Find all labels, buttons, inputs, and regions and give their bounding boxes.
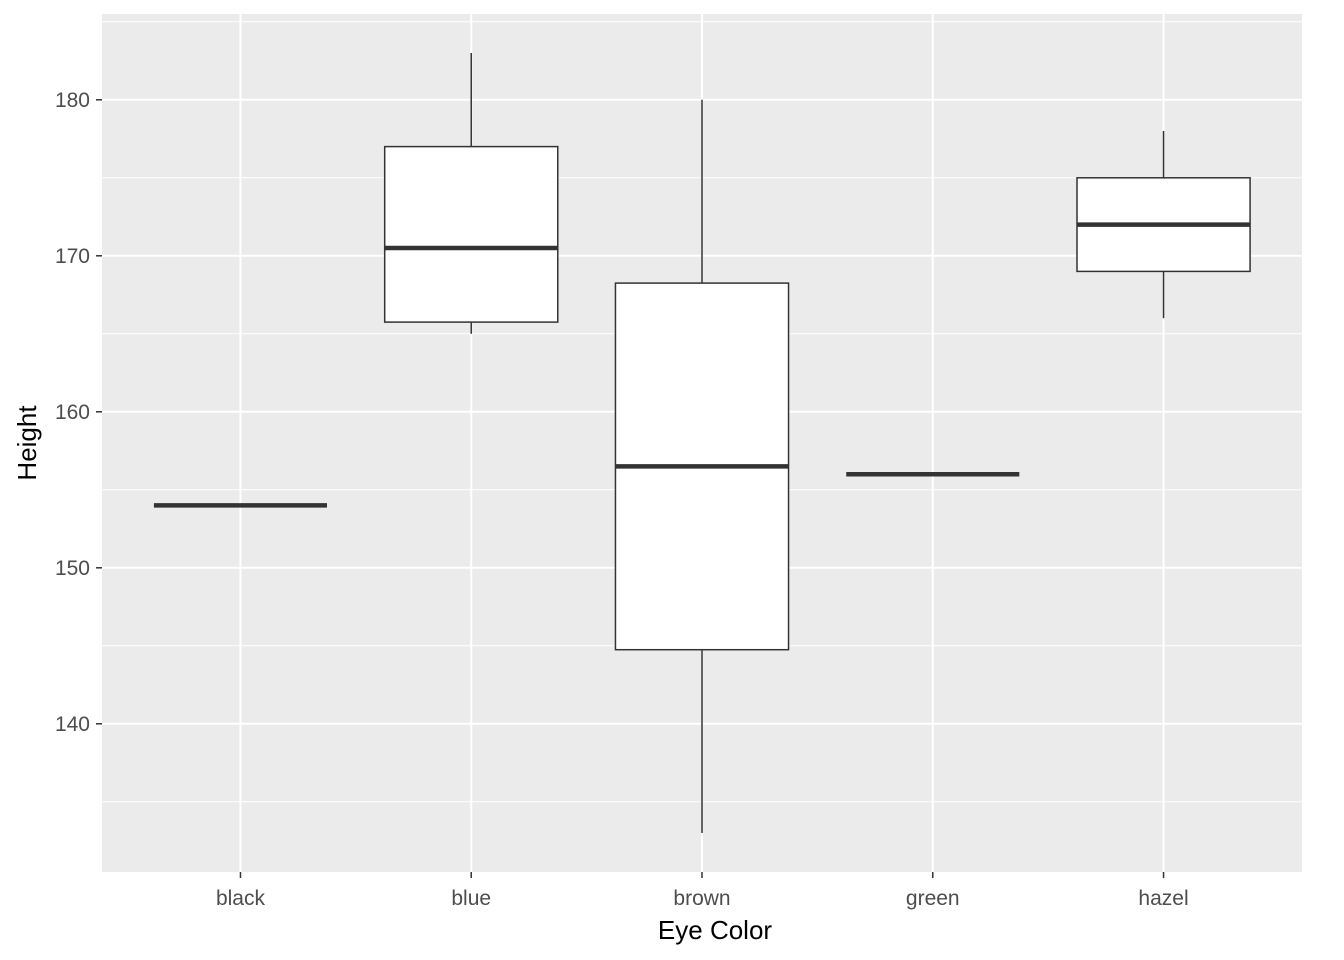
box-brown	[614, 99, 790, 833]
y-tick-label: 180	[55, 89, 90, 112]
box-blue	[383, 53, 559, 334]
y-tick-label: 150	[55, 557, 90, 580]
x-tick-label: hazel	[1138, 887, 1188, 910]
y-axis-title: Height	[12, 405, 42, 481]
x-tick-label: blue	[451, 887, 491, 910]
y-tick-label: 140	[55, 713, 90, 736]
y-tick-label: 170	[55, 245, 90, 268]
x-tick-label: green	[906, 887, 960, 910]
box-body	[383, 145, 559, 323]
x-axis: black blue brown green hazel	[216, 872, 1189, 910]
box-hazel	[1076, 131, 1251, 319]
box-series	[153, 53, 1251, 833]
x-tick-label: brown	[673, 887, 730, 910]
y-axis: 140 150 160 170 180	[55, 89, 102, 736]
y-tick-label: 160	[55, 401, 90, 424]
x-axis-title: Eye Color	[658, 915, 772, 945]
x-tick-label: black	[216, 887, 266, 910]
